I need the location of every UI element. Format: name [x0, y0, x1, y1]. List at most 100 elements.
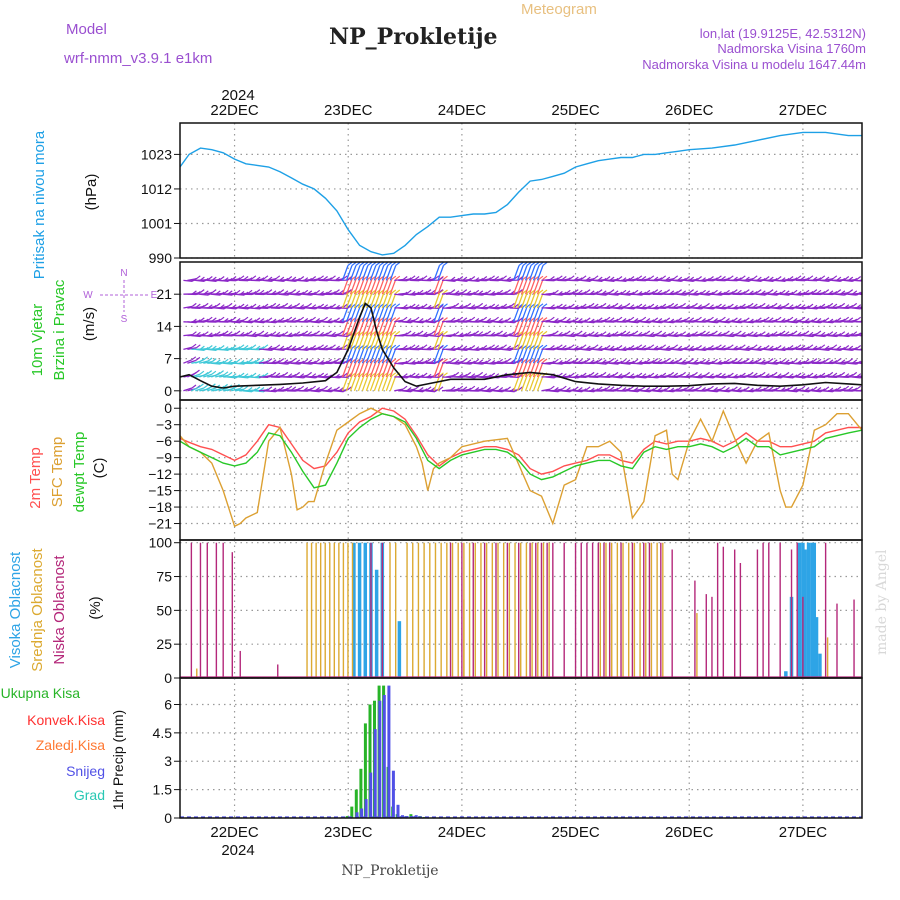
- wind-barb-flag: [319, 275, 324, 280]
- wind-barb: [242, 347, 253, 351]
- wind-barb-flag: [506, 289, 511, 294]
- wind-barb: [740, 374, 750, 378]
- wind-barb-flag: [439, 358, 444, 363]
- wind-barb-flag: [542, 330, 548, 335]
- wind-barb: [369, 375, 377, 392]
- wind-barb: [660, 305, 670, 309]
- wind-barb: [513, 292, 520, 309]
- wind-barb-flag: [725, 289, 730, 294]
- wind-barb: [628, 347, 638, 351]
- precip-bar: [354, 789, 358, 818]
- wind-barb: [597, 319, 607, 323]
- wind-barb-flag: [291, 317, 297, 322]
- wind-barb-flag: [267, 317, 273, 322]
- wind-barb: [389, 265, 397, 281]
- wind-barb-flag: [581, 303, 587, 308]
- wind-barb-flag: [454, 302, 460, 307]
- wind-barb: [381, 278, 389, 295]
- wind-barb: [373, 278, 381, 295]
- wind-barb-flag: [804, 358, 810, 363]
- wind-barb: [369, 361, 377, 378]
- wind-barb-flag: [804, 330, 810, 335]
- wind-barb: [433, 320, 441, 336]
- wind-barb-flag: [191, 343, 197, 348]
- wind-barb: [784, 333, 794, 337]
- wind-barb-flag: [494, 385, 499, 390]
- wind-barb-flag: [605, 385, 611, 390]
- wind-barb-flag: [239, 344, 245, 349]
- wind-barb: [353, 278, 361, 295]
- wind-barb-flag: [689, 358, 694, 363]
- wind-barb-flag: [391, 372, 397, 377]
- wind-barb: [541, 319, 551, 323]
- wind-barb-flag: [486, 289, 492, 294]
- wind-barb-flag: [215, 302, 221, 307]
- model-name: wrf-nmm_v3.9.1 e1km: [63, 50, 212, 67]
- wind-barb-flag: [869, 346, 873, 349]
- wind-barb: [318, 333, 328, 337]
- wind-barb-flag: [865, 291, 869, 294]
- wind-barb: [381, 292, 389, 309]
- wind-barb: [437, 334, 445, 350]
- ytick-label: 7: [164, 351, 172, 367]
- wind-barb-flag: [311, 316, 316, 321]
- wind-barb-flag: [235, 330, 241, 335]
- ytick-label: 6: [164, 696, 172, 712]
- wind-barb: [219, 387, 229, 392]
- precip-bar: [369, 772, 373, 818]
- ytick-label: −21: [148, 516, 172, 532]
- compass-icon: N W S E: [83, 268, 157, 325]
- wind-barb-flag: [869, 386, 873, 389]
- wind-barb-flag: [406, 358, 412, 363]
- wind-barb: [799, 347, 810, 351]
- wind-barb-flag: [629, 276, 635, 280]
- wind-barb: [306, 333, 316, 337]
- wind-barb-flag: [800, 316, 806, 321]
- wind-barb-flag: [351, 262, 357, 266]
- wind-barb: [520, 278, 528, 295]
- wind-barb-flag: [601, 331, 607, 336]
- wind-barb: [310, 347, 320, 351]
- wind-barb-flag: [609, 289, 615, 294]
- wind-barb: [385, 347, 393, 364]
- wind-barb-flag: [279, 386, 285, 391]
- wind-barb-flag: [271, 371, 277, 376]
- date-label-bottom: 24DEC: [438, 824, 487, 841]
- wind-barb-flag: [740, 344, 746, 349]
- wind-barb-flag: [299, 345, 305, 349]
- wind-barb: [373, 265, 381, 281]
- wind-barb-flag: [852, 331, 858, 336]
- wind-barb-flag: [478, 302, 484, 307]
- wind-barb-flag: [434, 275, 440, 280]
- wind-barb-flag: [869, 374, 873, 377]
- wind-barb: [652, 278, 662, 282]
- wind-barb: [756, 319, 766, 323]
- wind-barb: [341, 292, 349, 309]
- wind-barb-flag: [653, 317, 659, 322]
- wind-barb-flag: [557, 275, 563, 280]
- wind-barb: [365, 334, 373, 350]
- wind-barb: [183, 305, 193, 309]
- wind-barb: [768, 388, 778, 392]
- wind-barb-flag: [869, 292, 873, 295]
- pressure-ylabel-name: Pritisak na nivou mora: [31, 130, 48, 279]
- wind-barb-flag: [869, 277, 873, 280]
- wind-barb-flag: [207, 357, 213, 362]
- wind-barb-flag: [542, 289, 548, 294]
- temperature-marks: [180, 407, 862, 528]
- wind-barb-flag: [203, 384, 209, 389]
- ytick-label: 0: [164, 670, 172, 686]
- wind-barb-flag: [347, 358, 352, 363]
- wind-barb: [381, 375, 389, 392]
- wind-barb-flag: [744, 386, 750, 391]
- cloud-panel: 0 25 50 75 100: [149, 535, 863, 686]
- wind-barb-flag: [605, 276, 611, 280]
- wind-barb-flag: [391, 317, 397, 322]
- wind-barb-flag: [207, 370, 213, 375]
- wind-barb-flag: [597, 317, 603, 322]
- wind-barb: [859, 293, 862, 296]
- precip-bar: [363, 723, 367, 818]
- wind-barb: [385, 265, 393, 281]
- wind-barb: [357, 347, 365, 364]
- wind-barb: [357, 334, 365, 350]
